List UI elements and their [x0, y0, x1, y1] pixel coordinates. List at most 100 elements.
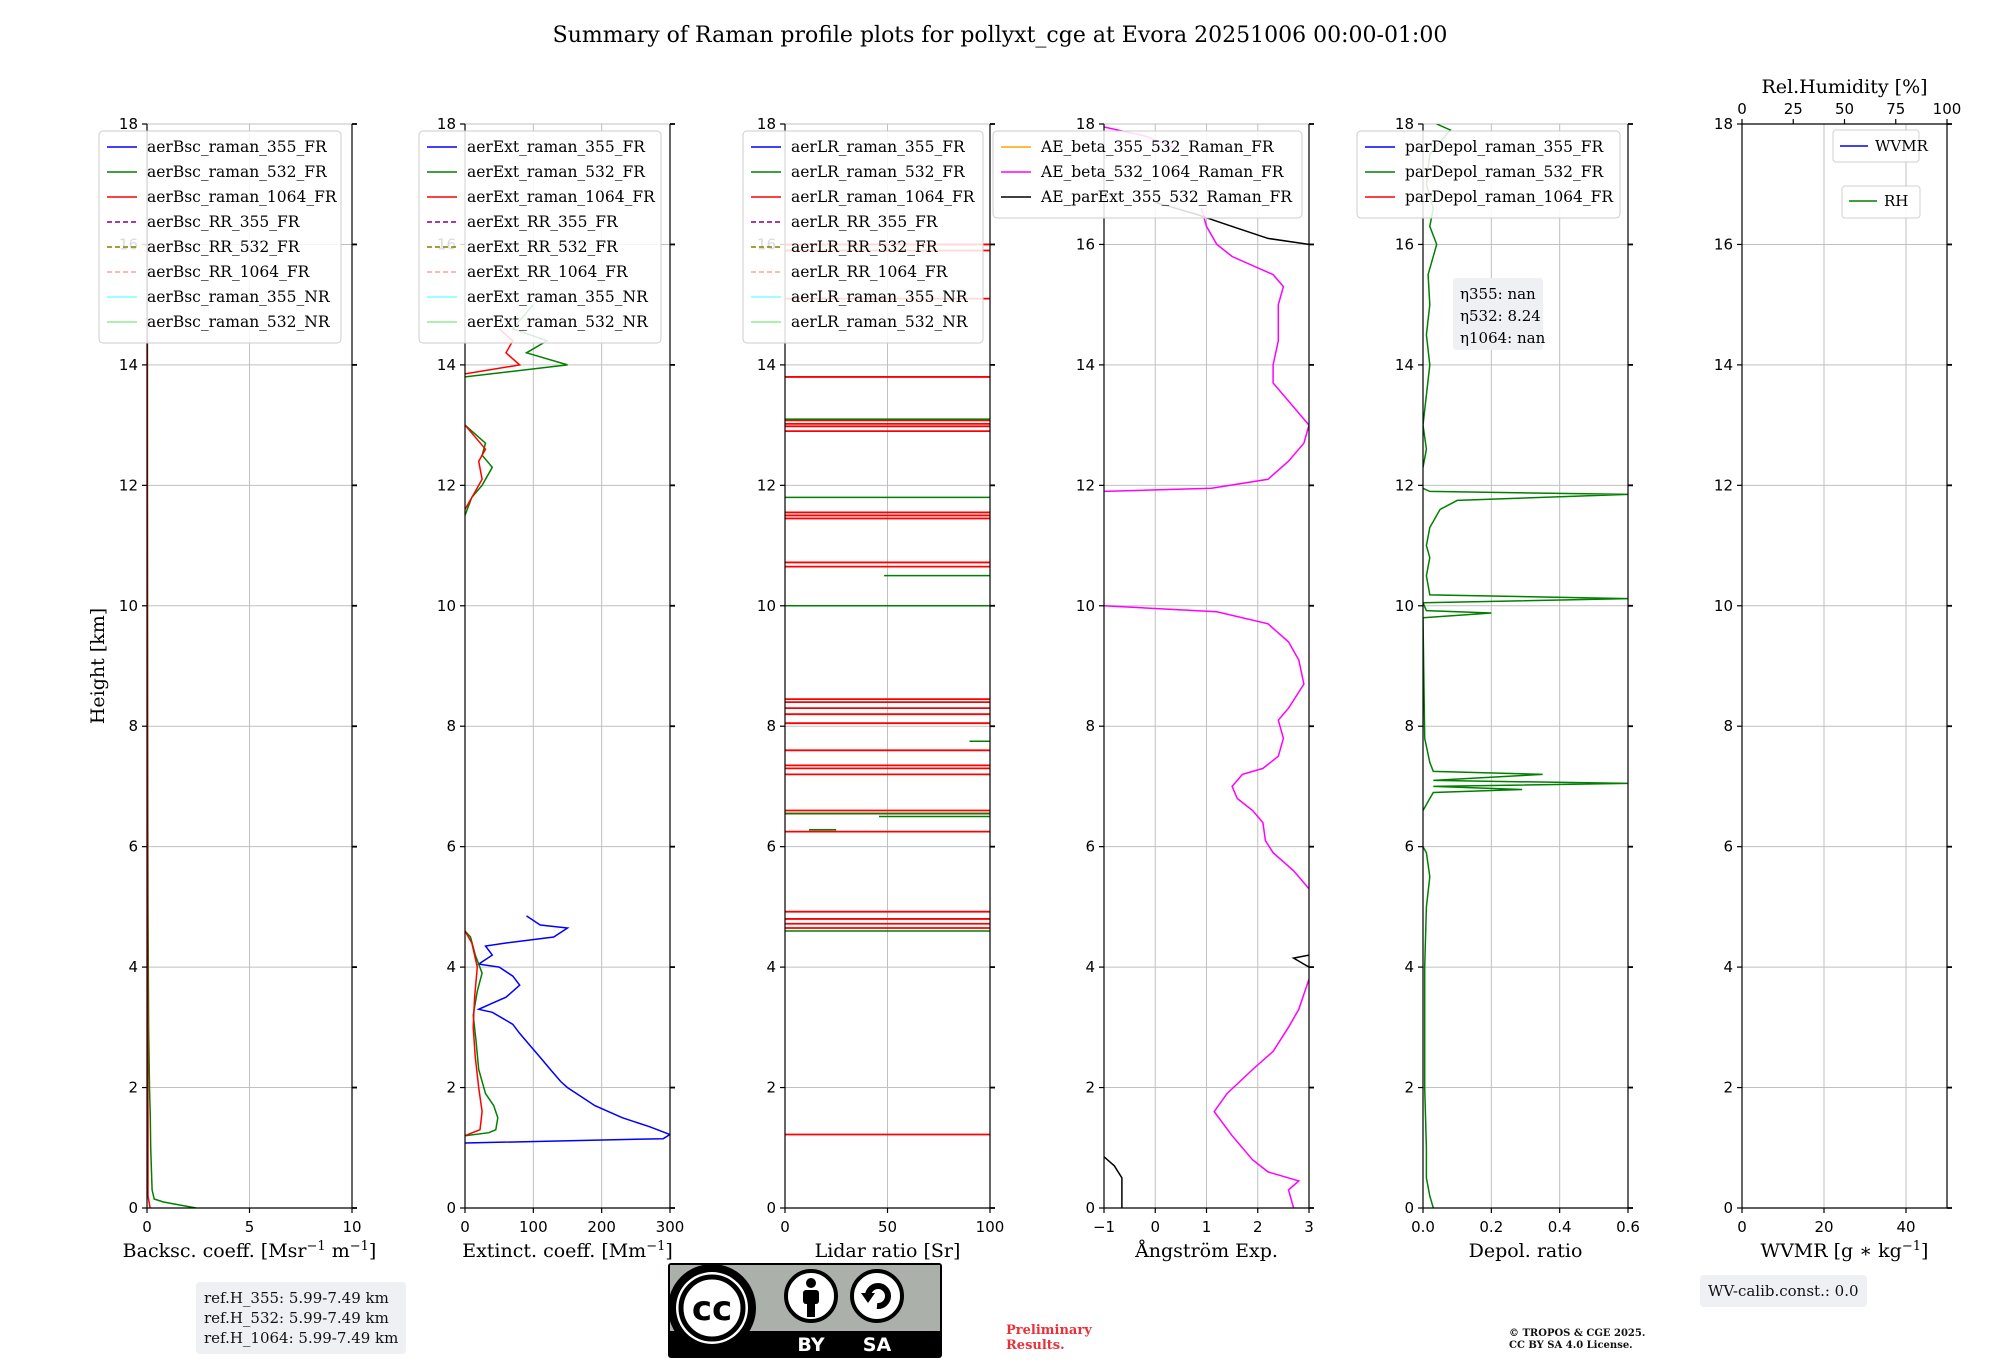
y-tick-label: 14	[1395, 356, 1414, 374]
reference-height-box: ref.H_355: 5.99-7.49 km ref.H_532: 5.99-…	[196, 1282, 407, 1354]
y-tick-label: 2	[1404, 1079, 1414, 1097]
copyright-line-2: CC BY SA 4.0 License.	[1509, 1340, 1633, 1351]
legend-label: AE_beta_532_1064_Raman_FR	[1040, 163, 1285, 181]
x-tick-label: 0	[1150, 1218, 1160, 1236]
x-label-part: m	[326, 1240, 350, 1262]
x-tick-label: 200	[587, 1218, 616, 1236]
y-tick-label: 12	[119, 476, 138, 494]
legend-label: AE_parExt_355_532_Raman_FR	[1040, 188, 1293, 206]
x-axis-label: Backsc. coeff. [Msr−1 m−1]	[123, 1239, 377, 1262]
legend-label: aerBsc_RR_355_FR	[147, 213, 301, 231]
y-tick-label: 6	[1723, 838, 1733, 856]
preliminary-results-note: Preliminary Results.	[1006, 1323, 1092, 1353]
y-tick-label: 18	[437, 115, 456, 133]
x-tick-label: 0.4	[1548, 1218, 1572, 1236]
ref-height-532: ref.H_532: 5.99-7.49 km	[204, 1309, 389, 1327]
legend-box	[992, 130, 1303, 219]
grid-wv	[1741, 123, 1947, 1209]
y-tick-label: 10	[757, 597, 776, 615]
y-tick-label: 6	[446, 838, 456, 856]
wv-calib-text: WV-calib.const.: 0.0	[1708, 1282, 1859, 1300]
y-tick-label: 2	[128, 1079, 138, 1097]
figure-title: Summary of Raman profile plots for polly…	[553, 23, 1448, 48]
y-tick-label: 10	[1714, 597, 1733, 615]
panel-ext: 0246810121416180100200300Extinct. coeff.…	[418, 115, 684, 1262]
y-tick-label: 0	[1404, 1199, 1414, 1217]
wv-calib-box: WV-calib.const.: 0.0	[1700, 1275, 1867, 1307]
legend-box	[98, 130, 342, 344]
y-tick-label: 4	[446, 958, 456, 976]
legend-label: aerLR_RR_355_FR	[791, 213, 939, 231]
y-tick-label: 6	[766, 838, 776, 856]
cc-sa-label: SA	[863, 1334, 892, 1356]
panel-dep: 0 2 4 6 8 10 12 14 16 18 0.0 0.2 0.4 0.6 Depol. ratio p…	[1356, 115, 1640, 1262]
ref-height-355: ref.H_355: 5.99-7.49 km	[204, 1289, 389, 1307]
legend-label: aerExt_raman_1064_FR	[467, 188, 656, 206]
y-tick-label: 16	[1714, 235, 1733, 253]
x-tick-label: 0	[780, 1218, 790, 1236]
top-axis-label: Rel.Humidity [%]	[1761, 76, 1927, 98]
series-line-aerExt_raman_1064_FR_b	[465, 424, 487, 510]
y-tick-label: 18	[1395, 115, 1414, 133]
x-tick-label: 0.2	[1479, 1218, 1503, 1236]
top-x-tick-label: 0	[1737, 100, 1747, 118]
top-x-tick-label: 100	[1933, 100, 1962, 118]
y-tick-label: 16	[1395, 235, 1414, 253]
y-tick-label: 10	[1076, 597, 1095, 615]
legend-label: aerExt_raman_355_FR	[467, 138, 646, 156]
legend-lr: aerLR_raman_355_FR aerLR_raman_532_FR aerL…	[742, 130, 984, 344]
legend-label: aerLR_RR_1064_FR	[791, 263, 949, 281]
legend-box	[418, 130, 662, 344]
x-tick-label: 0.0	[1411, 1218, 1435, 1236]
legend-box	[1841, 185, 1921, 219]
legend-label: aerExt_raman_532_NR	[467, 313, 649, 331]
legend-label: aerBsc_raman_355_NR	[147, 288, 331, 306]
y-tick-label: 14	[1714, 356, 1733, 374]
y-tick-label: 0	[446, 1199, 456, 1217]
series-line-AE_beta_532_1064_Raman_FR_c	[1104, 208, 1309, 493]
y-axis-label: Height [km]	[87, 608, 109, 724]
x-tick-label: 1	[1202, 1218, 1212, 1236]
legend-box	[742, 130, 984, 344]
legend-label: parDepol_raman_355_FR	[1405, 138, 1605, 156]
legend-label: aerExt_raman_532_FR	[467, 163, 646, 181]
y-tick-label: 2	[1085, 1079, 1095, 1097]
y-tick-label: 6	[1085, 838, 1095, 856]
series-line-AE_beta_532_1064_Raman_FR	[1213, 978, 1309, 1208]
cc-logo-icon: cc	[668, 1264, 756, 1352]
ref-height-1064: ref.H_1064: 5.99-7.49 km	[204, 1329, 399, 1347]
y-tick-label: 18	[1714, 115, 1733, 133]
x-tick-label: 5	[245, 1218, 255, 1236]
x-axis-label: Lidar ratio [Sr]	[815, 1240, 961, 1262]
legend-label: AE_beta_355_532_Raman_FR	[1040, 138, 1275, 156]
panel-lr: 024681012141618050100Lidar ratio [Sr]aer…	[742, 115, 1004, 1262]
y-tick-label: 6	[128, 838, 138, 856]
y-tick-label: 12	[437, 476, 456, 494]
y-tick-label: 4	[1723, 958, 1733, 976]
series-line-AE_parExt_355_532_Raman_FR_b	[1291, 954, 1309, 968]
x-tick-label: 0	[460, 1218, 470, 1236]
y-tick-label: 8	[1085, 717, 1095, 735]
series-line-aerBsc_raman_532_FR	[147, 316, 197, 1208]
series-line-parDepol_raman_532_FR	[1423, 846, 1435, 1208]
y-tick-label: 8	[446, 717, 456, 735]
legend-label: aerBsc_raman_532_NR	[147, 313, 331, 331]
legend-label: aerLR_raman_532_NR	[791, 313, 969, 331]
y-tick-label: 10	[437, 597, 456, 615]
legend-label: aerExt_RR_532_FR	[467, 238, 619, 256]
y-tick-label: 4	[1404, 958, 1414, 976]
top-x-tick-label: 50	[1835, 100, 1854, 118]
legend-ext: aerExt_raman_355_FR aerExt_raman_532_FRae…	[418, 130, 662, 344]
x-label-part: ]	[665, 1240, 672, 1262]
y-tick-label: 8	[1404, 717, 1414, 735]
x-axis-label: Extinct. coeff. [Mm−1]	[462, 1239, 673, 1262]
legend-rh: RH	[1841, 185, 1921, 219]
series-line-AE_beta_532_1064_Raman_FR_b	[1104, 605, 1309, 890]
legend-bsc: aerBsc_raman_355_FR aerBsc_raman_532_FRae…	[98, 130, 342, 344]
x-tick-label: 20	[1814, 1218, 1833, 1236]
y-tick-label: 0	[766, 1199, 776, 1217]
x-tick-label: 3	[1304, 1218, 1314, 1236]
legend-wvmr: WVMR	[1832, 129, 1929, 163]
